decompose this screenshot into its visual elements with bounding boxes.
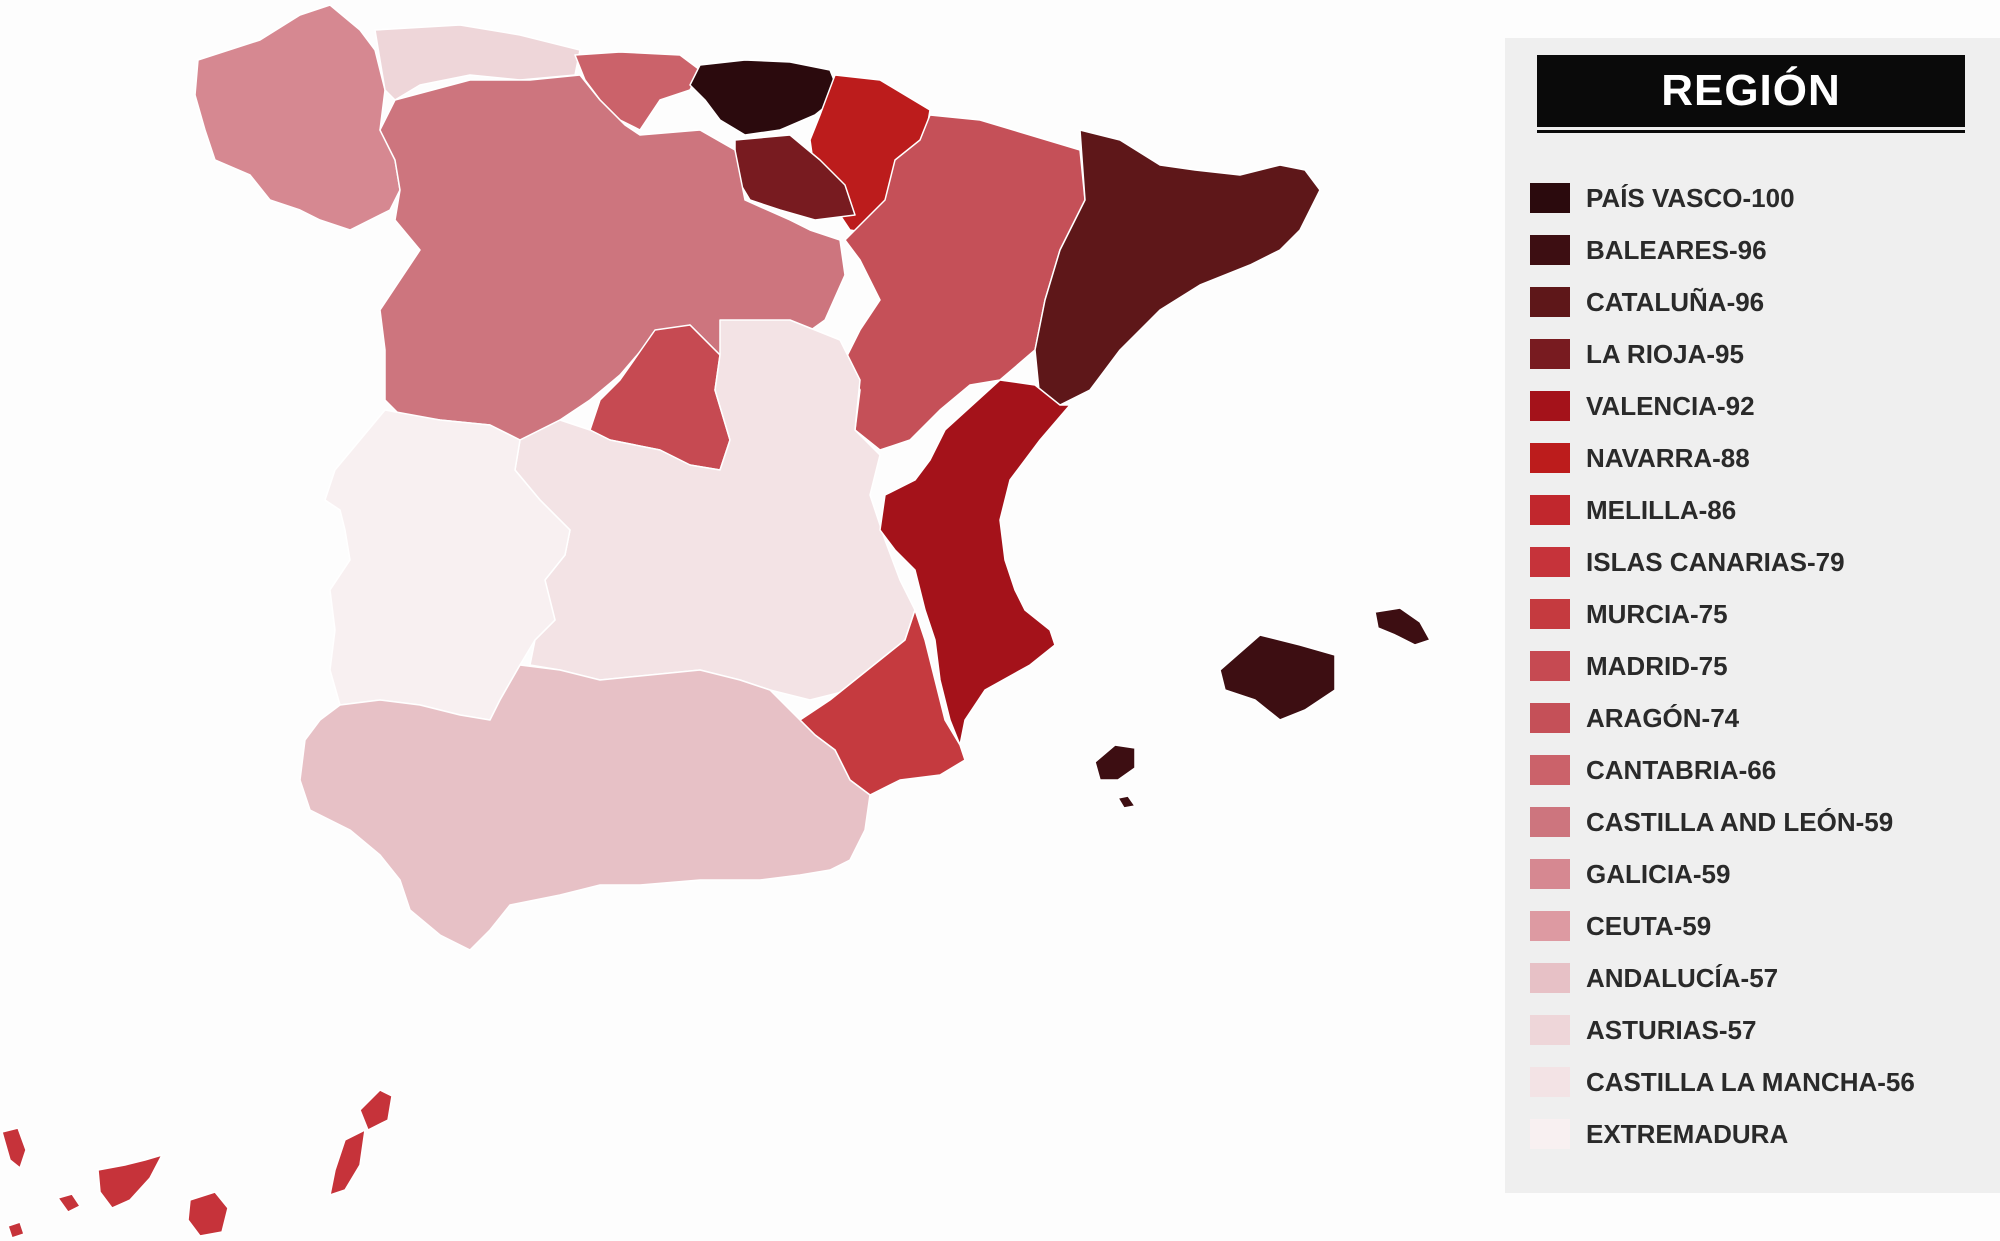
legend-panel bbox=[1505, 38, 2000, 1193]
legend-swatch bbox=[1530, 287, 1570, 317]
region-cataluna[interactable] bbox=[1034, 129, 1321, 406]
legend-item: MELILLA-86 bbox=[1530, 484, 1915, 536]
legend-item: ISLAS CANARIAS-79 bbox=[1530, 536, 1915, 588]
legend-item: ANDALUCÍA-57 bbox=[1530, 952, 1915, 1004]
region-andalucia[interactable] bbox=[299, 664, 871, 951]
legend-item: LA RIOJA-95 bbox=[1530, 328, 1915, 380]
legend-label: CASTILLA LA MANCHA-56 bbox=[1586, 1066, 1915, 1097]
legend-item: EXTREMADURA bbox=[1530, 1108, 1915, 1160]
legend-swatch bbox=[1530, 443, 1570, 473]
legend-item: CASTILLA LA MANCHA-56 bbox=[1530, 1056, 1915, 1108]
legend-label: CEUTA-59 bbox=[1586, 910, 1712, 941]
region-baleares-menorca[interactable] bbox=[1374, 607, 1431, 646]
legend-item: ARAGÓN-74 bbox=[1530, 692, 1915, 744]
legend-label: MADRID-75 bbox=[1586, 650, 1728, 681]
legend-item: NAVARRA-88 bbox=[1530, 432, 1915, 484]
legend-label: EXTREMADURA bbox=[1586, 1118, 1789, 1149]
legend-item: VALENCIA-92 bbox=[1530, 380, 1915, 432]
legend-label: CANTABRIA-66 bbox=[1586, 754, 1777, 785]
region-canarias-la-palma[interactable] bbox=[1, 1127, 27, 1169]
legend-swatch bbox=[1530, 339, 1570, 369]
legend-swatch bbox=[1530, 1067, 1570, 1097]
legend-label: CATALUÑA-96 bbox=[1586, 286, 1765, 317]
legend-label: VALENCIA-92 bbox=[1586, 390, 1755, 421]
legend-label: NAVARRA-88 bbox=[1586, 442, 1750, 473]
legend-swatch bbox=[1530, 911, 1570, 941]
region-valencia[interactable] bbox=[879, 379, 1071, 746]
legend-swatch bbox=[1530, 183, 1570, 213]
legend-item: CATALUÑA-96 bbox=[1530, 276, 1915, 328]
legend-label: BALEARES-96 bbox=[1586, 234, 1767, 265]
legend-label: PAÍS VASCO-100 bbox=[1586, 182, 1795, 213]
region-canarias-la-gomera[interactable] bbox=[57, 1193, 81, 1213]
legend-list: PAÍS VASCO-100 BALEARES-96 CATALUÑA-96 LA R… bbox=[1530, 172, 1915, 1160]
region-baleares-formentera[interactable] bbox=[1117, 795, 1136, 809]
legend-title-underline bbox=[1537, 130, 1965, 133]
legend-label: ISLAS CANARIAS-79 bbox=[1586, 546, 1845, 577]
legend-item: BALEARES-96 bbox=[1530, 224, 1915, 276]
legend-swatch bbox=[1530, 547, 1570, 577]
legend-swatch bbox=[1530, 963, 1570, 993]
region-galicia[interactable] bbox=[194, 4, 401, 231]
legend-swatch bbox=[1530, 599, 1570, 629]
legend-item: ASTURIAS-57 bbox=[1530, 1004, 1915, 1056]
legend-swatch bbox=[1530, 1015, 1570, 1045]
region-pais-vasco[interactable] bbox=[689, 59, 841, 136]
region-canarias-el-hierro[interactable] bbox=[7, 1221, 25, 1239]
legend-label: GALICIA-59 bbox=[1586, 858, 1731, 889]
legend-swatch bbox=[1530, 495, 1570, 525]
region-canarias-gran-canaria[interactable] bbox=[187, 1191, 229, 1237]
legend-label: ARAGÓN-74 bbox=[1586, 702, 1740, 733]
legend-item: CASTILLA AND LEÓN-59 bbox=[1530, 796, 1915, 848]
legend-label: MURCIA-75 bbox=[1586, 598, 1728, 629]
legend-item: PAÍS VASCO-100 bbox=[1530, 172, 1915, 224]
region-canarias-tenerife[interactable] bbox=[97, 1154, 163, 1209]
legend-label: ANDALUCÍA-57 bbox=[1586, 962, 1779, 993]
legend-item: MADRID-75 bbox=[1530, 640, 1915, 692]
region-baleares-ibiza[interactable] bbox=[1094, 744, 1136, 781]
legend-swatch bbox=[1530, 651, 1570, 681]
legend-label: LA RIOJA-95 bbox=[1586, 338, 1744, 369]
region-canarias-fuerteventura[interactable] bbox=[329, 1129, 366, 1196]
legend-label: ASTURIAS-57 bbox=[1586, 1014, 1757, 1045]
legend-item: GALICIA-59 bbox=[1530, 848, 1915, 900]
spain-choropleth-map bbox=[1, 4, 1431, 1239]
legend-swatch bbox=[1530, 391, 1570, 421]
region-canarias-lanzarote[interactable] bbox=[359, 1089, 393, 1131]
legend-swatch bbox=[1530, 1119, 1570, 1149]
legend-label: MELILLA-86 bbox=[1586, 494, 1737, 525]
legend-label: CASTILLA AND LEÓN-59 bbox=[1586, 806, 1894, 837]
legend-title: REGIÓN bbox=[1537, 55, 1965, 127]
legend-item: MURCIA-75 bbox=[1530, 588, 1915, 640]
legend-swatch bbox=[1530, 235, 1570, 265]
region-baleares-mallorca[interactable] bbox=[1219, 634, 1336, 721]
legend-swatch bbox=[1530, 807, 1570, 837]
legend-swatch bbox=[1530, 755, 1570, 785]
legend-swatch bbox=[1530, 703, 1570, 733]
legend-swatch bbox=[1530, 859, 1570, 889]
legend-item: CEUTA-59 bbox=[1530, 900, 1915, 952]
legend-item: CANTABRIA-66 bbox=[1530, 744, 1915, 796]
